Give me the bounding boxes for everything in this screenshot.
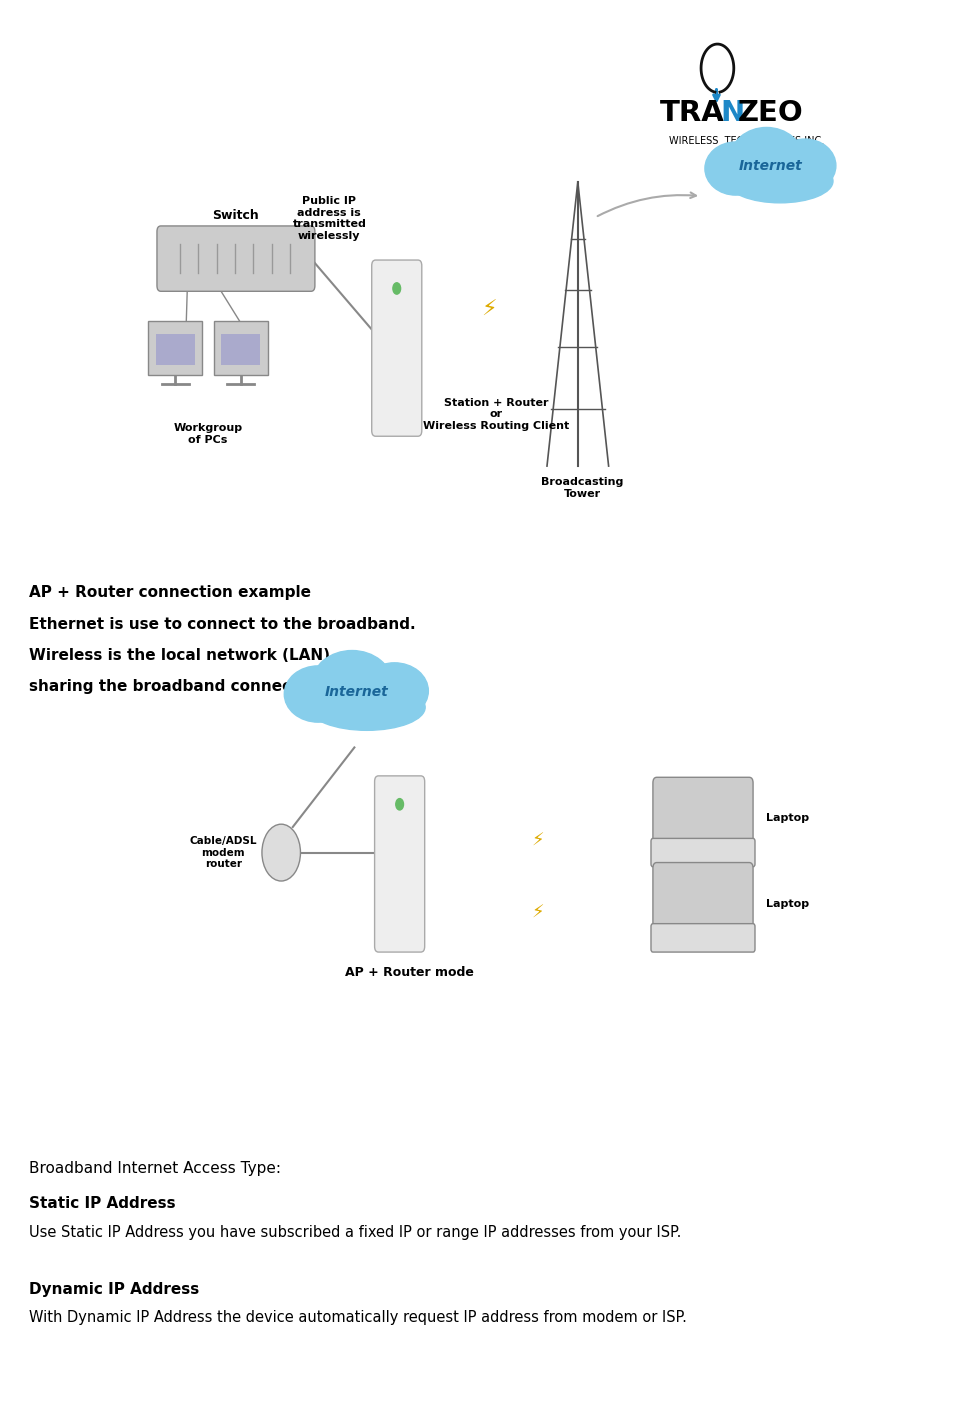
Ellipse shape [774, 139, 836, 192]
Text: Wireless is the local network (LAN): Wireless is the local network (LAN) [29, 648, 330, 664]
Text: AP + Router connection example: AP + Router connection example [29, 585, 311, 601]
FancyBboxPatch shape [148, 321, 202, 375]
Ellipse shape [284, 666, 352, 722]
Ellipse shape [309, 685, 426, 730]
Text: Internet: Internet [325, 685, 388, 699]
Circle shape [396, 799, 403, 810]
FancyBboxPatch shape [156, 334, 195, 365]
Text: Internet: Internet [739, 159, 802, 173]
Text: Laptop: Laptop [766, 898, 809, 909]
Text: N: N [720, 99, 744, 128]
Ellipse shape [705, 142, 767, 195]
Text: AP + Router mode: AP + Router mode [345, 966, 474, 979]
Ellipse shape [360, 662, 429, 719]
Text: WIRELESS  TECHNOLOGIES INC.: WIRELESS TECHNOLOGIES INC. [669, 136, 824, 146]
Text: Use Static IP Address you have subscribed a fixed IP or range IP addresses from : Use Static IP Address you have subscribe… [29, 1225, 681, 1241]
Text: Broadcasting
Tower: Broadcasting Tower [541, 477, 624, 499]
FancyBboxPatch shape [653, 863, 753, 934]
Text: Switch: Switch [213, 209, 259, 222]
Text: ⚡: ⚡ [482, 300, 497, 320]
Text: ⚡: ⚡ [531, 833, 544, 850]
Circle shape [393, 283, 401, 294]
Text: Cable/ADSL
modem
router: Cable/ADSL modem router [190, 836, 257, 870]
Text: Public IP
address is
transmitted
wirelessly: Public IP address is transmitted wireles… [293, 196, 366, 242]
Text: Station + Router
or
Wireless Routing Client: Station + Router or Wireless Routing Cli… [423, 398, 569, 431]
Text: Laptop: Laptop [766, 813, 809, 824]
FancyBboxPatch shape [651, 838, 755, 867]
FancyBboxPatch shape [651, 924, 755, 952]
Text: With Dynamic IP Address the device automatically request IP address from modem o: With Dynamic IP Address the device autom… [29, 1310, 687, 1326]
Ellipse shape [312, 651, 392, 718]
Text: sharing the broadband connection.: sharing the broadband connection. [29, 679, 330, 695]
Text: ZEO: ZEO [738, 99, 803, 128]
Ellipse shape [730, 128, 803, 190]
FancyBboxPatch shape [221, 334, 260, 365]
Text: TRA: TRA [660, 99, 724, 128]
Text: Dynamic IP Address: Dynamic IP Address [29, 1282, 199, 1297]
Circle shape [262, 824, 300, 881]
Text: Static IP Address: Static IP Address [29, 1196, 175, 1212]
FancyBboxPatch shape [375, 776, 425, 952]
Ellipse shape [727, 159, 833, 203]
FancyBboxPatch shape [214, 321, 268, 375]
FancyBboxPatch shape [157, 226, 315, 291]
Text: Broadband Internet Access Type:: Broadband Internet Access Type: [29, 1161, 281, 1177]
Text: Ethernet is use to connect to the broadband.: Ethernet is use to connect to the broadb… [29, 617, 415, 632]
Text: ⚡: ⚡ [531, 904, 544, 921]
FancyBboxPatch shape [372, 260, 422, 436]
Text: Workgroup
of PCs: Workgroup of PCs [173, 423, 243, 445]
FancyBboxPatch shape [653, 777, 753, 848]
